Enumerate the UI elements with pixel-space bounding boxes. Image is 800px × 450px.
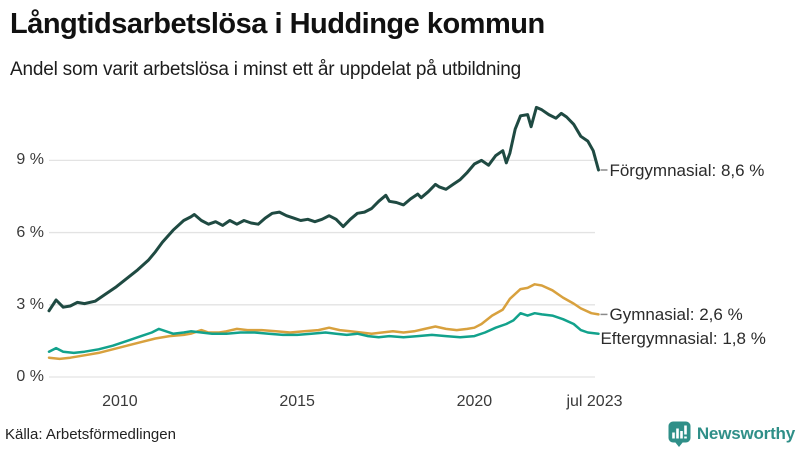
y-axis-tick-3: 3 % xyxy=(16,295,44,313)
x-axis-tick-2020: 2020 xyxy=(456,393,493,410)
y-axis-tick-9: 9 % xyxy=(16,151,44,169)
page-title: Långtidsarbetslösa i Huddinge kommun xyxy=(10,8,545,40)
series-label-gymnasial: Gymnasial: 2,6 % xyxy=(609,305,743,325)
newsworthy-logo: Newsworthy xyxy=(668,421,795,447)
brand-name: Newsworthy xyxy=(696,424,795,443)
y-axis-tick-0: 0 % xyxy=(16,368,44,385)
source-note: Källa: Arbetsförmedlingen xyxy=(5,426,176,443)
x-axis-tick-2010: 2010 xyxy=(102,393,138,410)
series-label-forgymnasial: Förgymnasial: 8,6 % xyxy=(609,160,765,180)
series-line-eftergymnasial xyxy=(47,311,600,355)
x-axis-tick-2015: 2015 xyxy=(279,393,315,410)
x-axis-tick-jul-2023: jul 2023 xyxy=(566,393,623,410)
chart-subtitle: Andel som varit arbetslösa i minst ett å… xyxy=(10,59,522,80)
series-line-forgymnasial xyxy=(47,105,600,313)
bar-chart-speech-bubble-icon xyxy=(668,421,691,447)
series-label-eftergymnasial: Eftergymnasial: 1,8 % xyxy=(600,328,766,348)
y-axis-tick-6: 6 % xyxy=(16,223,44,241)
series-line-gymnasial xyxy=(47,283,600,361)
